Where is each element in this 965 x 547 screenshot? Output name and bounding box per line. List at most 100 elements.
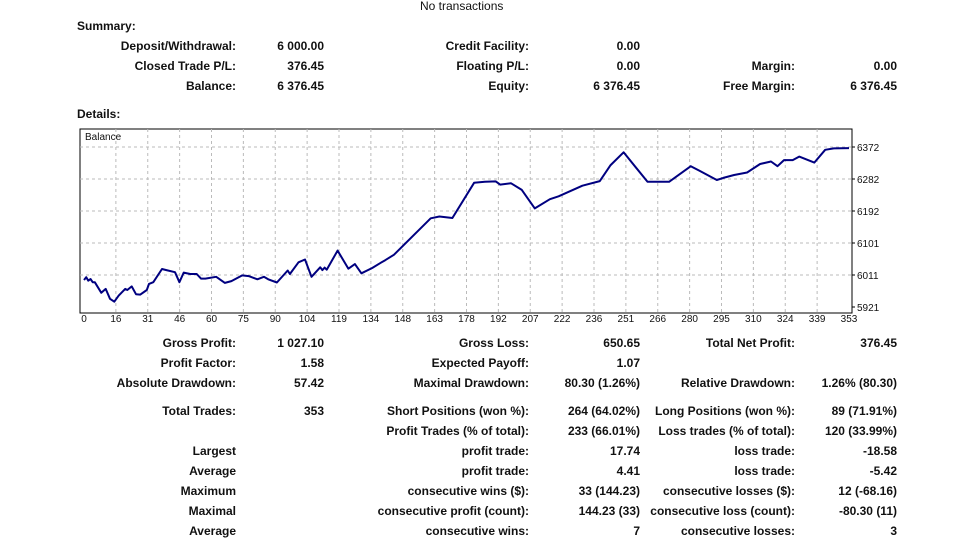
x-tick-label: 353 <box>841 314 858 325</box>
details-value: 7 <box>633 524 640 538</box>
x-tick-label: 90 <box>270 314 282 325</box>
x-tick-label: 163 <box>426 314 443 325</box>
summary-label: Floating P/L: <box>456 59 529 73</box>
details-label: Maximum <box>180 484 236 498</box>
details-label: Total Net Profit: <box>705 336 795 350</box>
details-value: -5.42 <box>869 464 897 478</box>
x-tick-label: 295 <box>713 314 730 325</box>
details-label: profit trade: <box>461 444 529 458</box>
details-label: consecutive profit (count): <box>377 504 529 518</box>
details-label: profit trade: <box>461 464 529 478</box>
details-value: 650.65 <box>603 336 640 350</box>
details-label: consecutive loss (count): <box>650 504 795 518</box>
balance-line <box>83 147 850 303</box>
summary-value: 6 000.00 <box>277 39 324 53</box>
details-label: Total Trades: <box>162 404 236 418</box>
details-value: 1.58 <box>300 356 324 370</box>
summary-value: 0.00 <box>616 39 640 53</box>
details-label: consecutive wins: <box>425 524 529 538</box>
y-tick-label: 6101 <box>857 239 880 250</box>
x-tick-label: 148 <box>394 314 411 325</box>
chart-title: Balance <box>85 132 122 143</box>
x-tick-label: 339 <box>809 314 826 325</box>
details-label: Average <box>189 524 236 538</box>
x-tick-label: 0 <box>81 314 87 325</box>
x-tick-label: 310 <box>745 314 762 325</box>
details-value: 4.41 <box>616 464 640 478</box>
summary-label: Free Margin: <box>722 79 795 93</box>
summary-label: Closed Trade P/L: <box>134 59 236 73</box>
details-label: Expected Payoff: <box>431 356 529 370</box>
details-label: Profit Factor: <box>160 356 236 370</box>
details-value: 57.42 <box>293 376 324 390</box>
details-value: 80.30 (1.26%) <box>564 376 640 390</box>
y-tick-label: 6192 <box>857 207 880 218</box>
y-tick-label: 6282 <box>857 175 880 186</box>
x-tick-label: 31 <box>142 314 154 325</box>
summary-label: Margin: <box>751 59 795 73</box>
details-title: Details: <box>77 107 121 121</box>
summary-label: Credit Facility: <box>445 39 529 53</box>
details-value: 17.74 <box>609 444 640 458</box>
details-value: 3 <box>890 524 897 538</box>
x-tick-label: 236 <box>586 314 603 325</box>
x-tick-label: 251 <box>618 314 635 325</box>
details-value: 1.26% (80.30) <box>821 376 897 390</box>
details-label: consecutive losses: <box>680 524 795 538</box>
details-value: 376.45 <box>860 336 897 350</box>
summary-value: 0.00 <box>873 59 897 73</box>
x-tick-label: 192 <box>490 314 507 325</box>
details-label: Average <box>189 464 236 478</box>
details-value: 12 (-68.16) <box>838 484 897 498</box>
details-label: Profit Trades (% of total): <box>386 424 529 438</box>
no-transactions-note: No transactions <box>420 0 504 13</box>
x-tick-label: 16 <box>110 314 122 325</box>
summary-title: Summary: <box>77 19 136 33</box>
details-label: Short Positions (won %): <box>387 404 529 418</box>
details-label: Long Positions (won %): <box>655 404 795 418</box>
x-tick-label: 178 <box>458 314 475 325</box>
y-tick-label: 6011 <box>857 271 879 282</box>
details-value: 89 (71.91%) <box>831 404 897 418</box>
details-value: 264 (64.02%) <box>567 404 640 418</box>
details-value: 233 (66.01%) <box>567 424 640 438</box>
details-label: Maximal Drawdown: <box>413 376 529 390</box>
y-tick-label: 5921 <box>857 303 880 314</box>
x-tick-label: 324 <box>777 314 794 325</box>
x-tick-label: 119 <box>331 314 347 325</box>
summary-label: Equity: <box>488 79 529 93</box>
summary-value: 6 376.45 <box>850 79 897 93</box>
details-label: consecutive wins ($): <box>407 484 529 498</box>
details-label: Maximal <box>188 504 236 518</box>
summary-value: 6 376.45 <box>277 79 324 93</box>
x-tick-label: 222 <box>554 314 571 325</box>
details-label: Absolute Drawdown: <box>116 376 236 390</box>
summary-label: Balance: <box>185 79 236 93</box>
details-label: Gross Loss: <box>458 336 529 350</box>
x-tick-label: 266 <box>649 314 666 325</box>
summary-value: 0.00 <box>616 59 640 73</box>
y-tick-label: 6372 <box>857 143 880 154</box>
details-label: Largest <box>192 444 236 458</box>
details-value: 353 <box>303 404 324 418</box>
details-value: 1 027.10 <box>277 336 324 350</box>
summary-value: 6 376.45 <box>593 79 640 93</box>
details-label: consecutive losses ($): <box>662 484 795 498</box>
details-value: 1.07 <box>616 356 640 370</box>
details-value: 33 (144.23) <box>578 484 640 498</box>
summary-value: 376.45 <box>287 59 324 73</box>
x-tick-label: 280 <box>681 314 698 325</box>
x-tick-label: 60 <box>206 314 218 325</box>
x-tick-label: 46 <box>174 314 186 325</box>
details-value: -18.58 <box>862 444 897 458</box>
x-tick-label: 134 <box>363 314 380 325</box>
details-value: -80.30 (11) <box>838 504 897 518</box>
details-value: 144.23 (33) <box>578 504 640 518</box>
details-value: 120 (33.99%) <box>824 424 897 438</box>
x-tick-label: 104 <box>299 314 316 325</box>
details-label: loss trade: <box>734 444 795 458</box>
summary-label: Deposit/Withdrawal: <box>120 39 236 53</box>
details-label: Gross Profit: <box>162 336 236 350</box>
details-label: Relative Drawdown: <box>680 376 795 390</box>
